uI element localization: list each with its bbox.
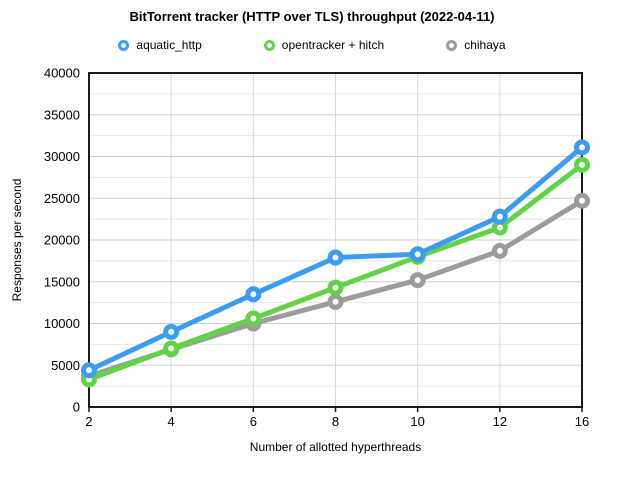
plot-frame: [88, 72, 583, 408]
y-tick-label: 25000: [44, 191, 80, 206]
y-tick-label: 15000: [44, 274, 80, 289]
x-tick-label: 6: [250, 414, 257, 429]
x-tick-label: 2: [85, 414, 92, 429]
chart-title: BitTorrent tracker (HTTP over TLS) throu…: [129, 9, 495, 24]
y-tick-label: 10000: [44, 316, 80, 331]
legend-marker-icon: [446, 39, 458, 51]
y-tick-label: 40000: [44, 66, 80, 81]
data-point-marker: [409, 272, 426, 289]
y-tick-label: 20000: [44, 233, 80, 248]
data-point-marker: [245, 286, 262, 303]
data-point-marker: [327, 293, 344, 310]
data-point-marker: [163, 340, 180, 357]
data-point-marker: [574, 139, 590, 156]
x-tick-label: 10: [410, 414, 424, 429]
data-point-marker: [81, 362, 97, 379]
y-tick-label: 5000: [51, 358, 80, 373]
x-tick-label: 16: [575, 414, 589, 429]
x-axis-title: Number of allotted hyperthreads: [250, 440, 421, 454]
chart-legend: aquatic_http opentracker + hitch chihaya: [0, 38, 624, 52]
data-point-marker: [245, 310, 262, 327]
legend-item-chihaya: chihaya: [446, 38, 506, 52]
y-tick-label: 35000: [44, 107, 80, 122]
legend-label: chihaya: [464, 38, 506, 52]
data-point-marker: [327, 249, 344, 266]
y-tick-label: 30000: [44, 149, 80, 164]
data-point-marker: [491, 242, 508, 259]
x-tick-label: 8: [332, 414, 339, 429]
y-tick-label: 0: [73, 400, 80, 415]
data-point-marker: [574, 156, 590, 173]
data-point-marker: [574, 192, 590, 209]
data-point-marker: [163, 323, 180, 340]
series-opentracker-hitch: [81, 156, 590, 388]
x-tick-label: 4: [168, 414, 175, 429]
data-point-marker: [409, 246, 426, 263]
series-aquatic-http: [81, 139, 590, 379]
legend-marker-icon: [118, 39, 130, 51]
data-point-marker: [491, 208, 508, 225]
legend-label: aquatic_http: [136, 38, 202, 52]
data-point-marker: [327, 279, 344, 296]
legend-item-aquatic-http: aquatic_http: [118, 38, 202, 52]
legend-item-opentracker-hitch: opentracker + hitch: [263, 38, 385, 52]
x-tick-label: 12: [493, 414, 507, 429]
legend-label: opentracker + hitch: [281, 38, 385, 52]
legend-marker-icon: [263, 39, 275, 51]
y-axis-title: Responses per second: [10, 179, 24, 302]
